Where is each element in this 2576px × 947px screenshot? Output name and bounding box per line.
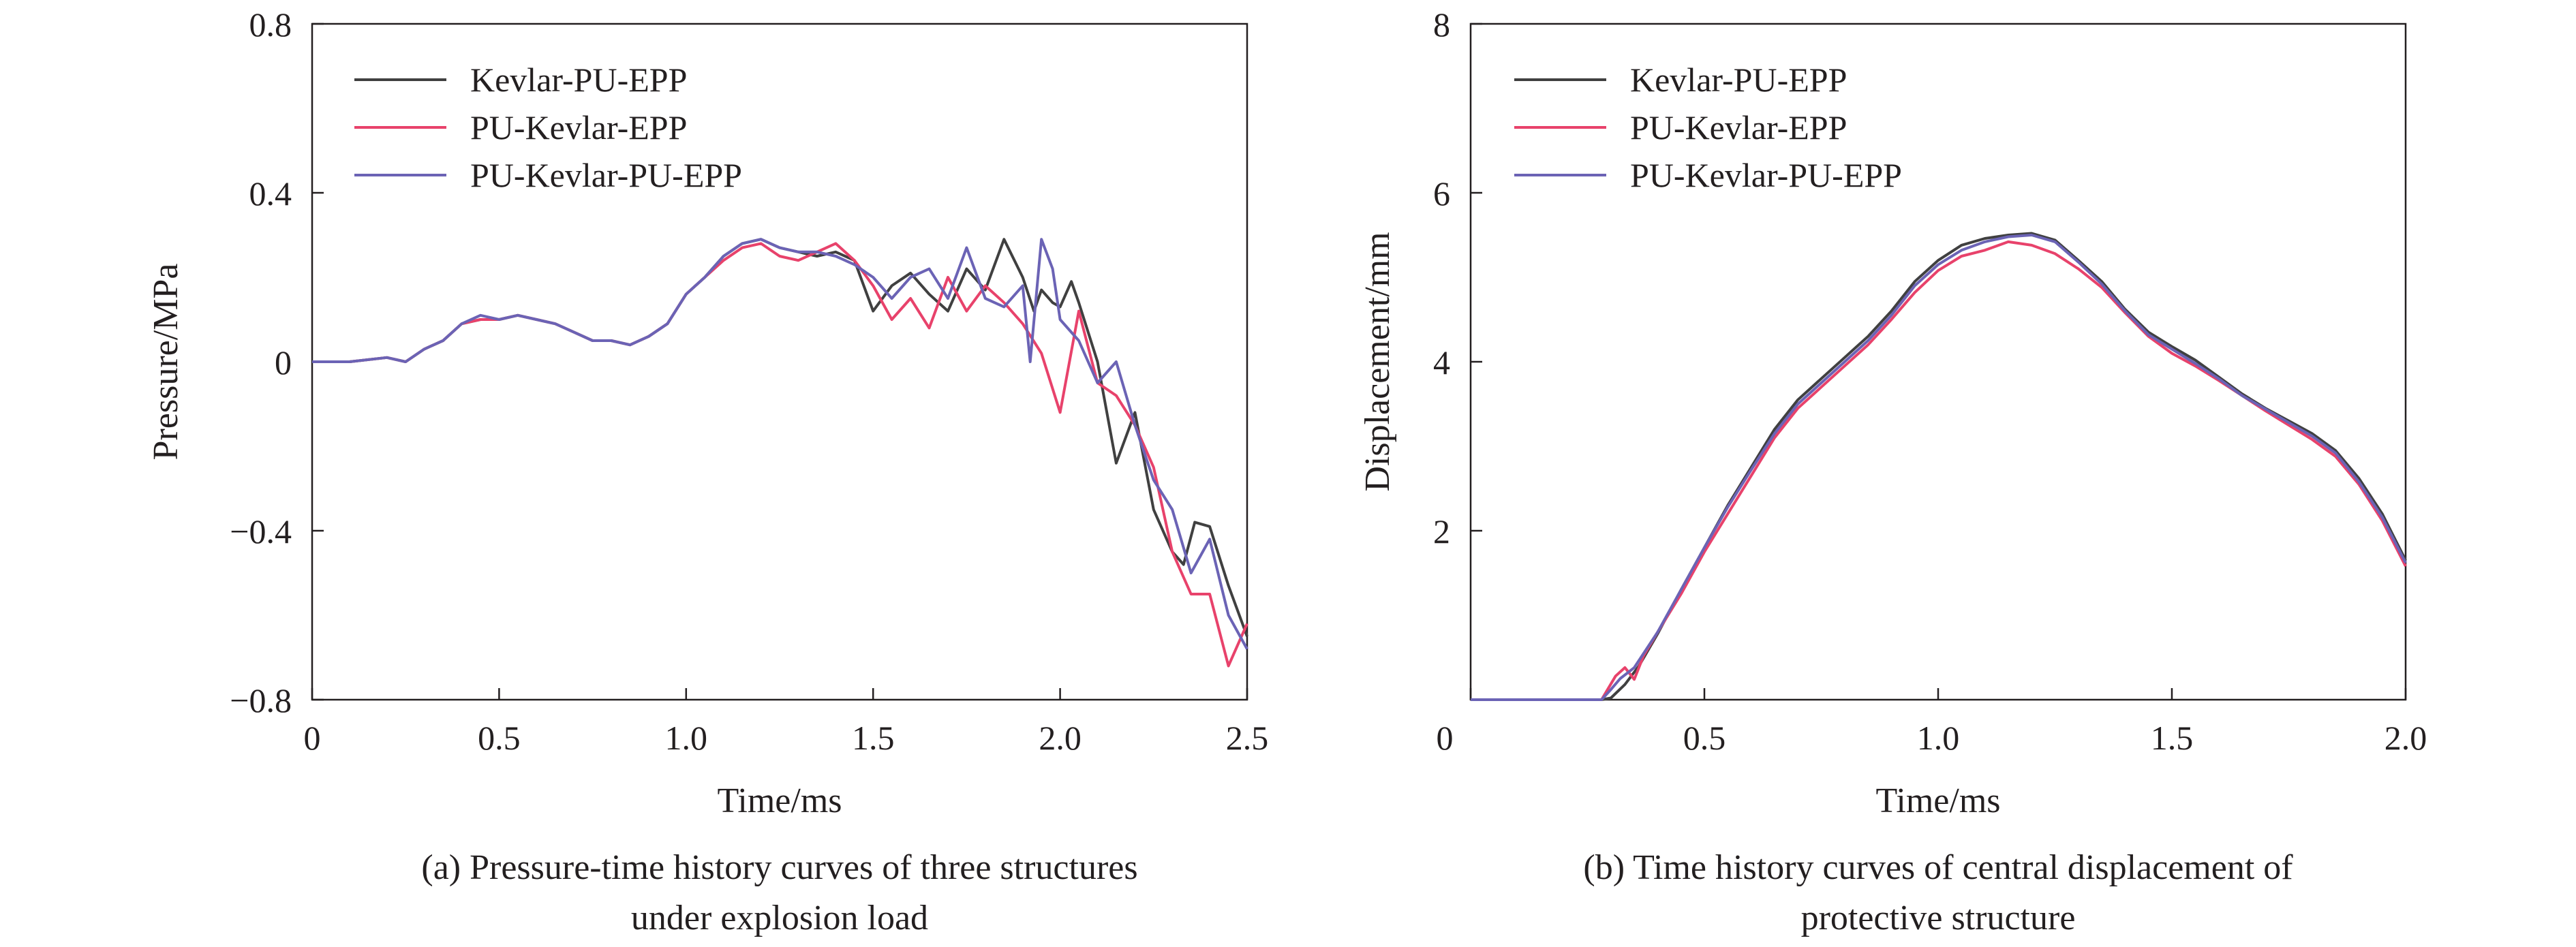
x-tick-label: 0 xyxy=(304,719,321,757)
x-tick-label: 1.5 xyxy=(2151,719,2194,757)
legend-label: PU-Kevlar-PU-EPP xyxy=(1630,156,1902,194)
y-tick-label: 8 xyxy=(1433,5,1450,44)
chart-a-plot-area xyxy=(312,238,1248,668)
x-tick-label: 1.0 xyxy=(665,719,708,757)
x-tick-label: 2.0 xyxy=(2385,719,2427,757)
series-line-PU-Kevlar-PU-EPP xyxy=(312,238,1248,650)
x-axis-title: Time/ms xyxy=(1875,781,2000,820)
y-tick-label: 4 xyxy=(1433,343,1450,382)
legend-label: PU-Kevlar-EPP xyxy=(1630,108,1847,146)
y-tick-label: 0.4 xyxy=(249,174,292,213)
series-line-PU-Kevlar-PU-EPP xyxy=(1471,234,2407,701)
x-tick-label: 2.0 xyxy=(1039,719,1082,757)
series-line-PU-Kevlar-EPP xyxy=(312,242,1248,668)
series-line-PU-Kevlar-EPP xyxy=(1471,240,2407,701)
x-tick-label: 1.0 xyxy=(1917,719,1960,757)
chart-b-plot-area xyxy=(1471,232,2407,701)
chart-a: 0 0.5 1.0 1.5 2.0 2.5 0.8 0.4 0 −0.4 −0.… xyxy=(147,5,1268,937)
chart-b-legend: Kevlar-PU-EPP PU-Kevlar-EPP PU-Kevlar-PU… xyxy=(1514,61,1902,194)
y-tick-label: 2 xyxy=(1433,512,1450,550)
chart-a-legend: Kevlar-PU-EPP PU-Kevlar-EPP PU-Kevlar-PU… xyxy=(354,61,742,194)
chart-b-x-ticks xyxy=(1469,688,2407,700)
x-tick-label: 0 xyxy=(1437,719,1454,757)
chart-a-frame xyxy=(311,22,1248,701)
y-tick-label: −0.8 xyxy=(230,681,292,719)
legend-label: Kevlar-PU-EPP xyxy=(470,61,687,99)
y-tick-label: 0 xyxy=(275,343,292,382)
y-tick-label: −0.4 xyxy=(230,512,292,550)
y-tick-label: 6 xyxy=(1433,174,1450,213)
chart-b-frame xyxy=(1469,22,2407,701)
y-axis-title: Pressure/MPa xyxy=(147,264,185,461)
chart-b: 0 0.5 1.0 1.5 2.0 8 6 4 2 Time/ms Displa… xyxy=(1358,5,2427,937)
chart-a-x-ticks xyxy=(311,688,1248,700)
x-tick-label: 0.5 xyxy=(478,719,521,757)
chart-b-caption-line-2: protective structure xyxy=(1801,899,2076,937)
legend-label: Kevlar-PU-EPP xyxy=(1630,61,1847,99)
series-line-Kevlar-PU-EPP xyxy=(312,238,1248,637)
x-tick-label: 1.5 xyxy=(852,719,895,757)
legend-label: PU-Kevlar-PU-EPP xyxy=(470,156,742,194)
chart-b-y-ticks xyxy=(1471,22,1482,532)
y-tick-label: 0.8 xyxy=(249,5,292,44)
x-axis-title: Time/ms xyxy=(717,781,842,820)
chart-a-caption-line-1: (a) Pressure-time history curves of thre… xyxy=(421,848,1137,887)
legend-label: PU-Kevlar-EPP xyxy=(470,108,687,146)
x-tick-label: 0.5 xyxy=(1683,719,1726,757)
x-tick-label: 2.5 xyxy=(1226,719,1269,757)
y-axis-title: Displacement/mm xyxy=(1358,232,1397,491)
series-line-Kevlar-PU-EPP xyxy=(1471,232,2407,701)
chart-b-caption-line-1: (b) Time history curves of central displ… xyxy=(1583,848,2293,887)
chart-a-caption-line-2: under explosion load xyxy=(631,899,928,937)
